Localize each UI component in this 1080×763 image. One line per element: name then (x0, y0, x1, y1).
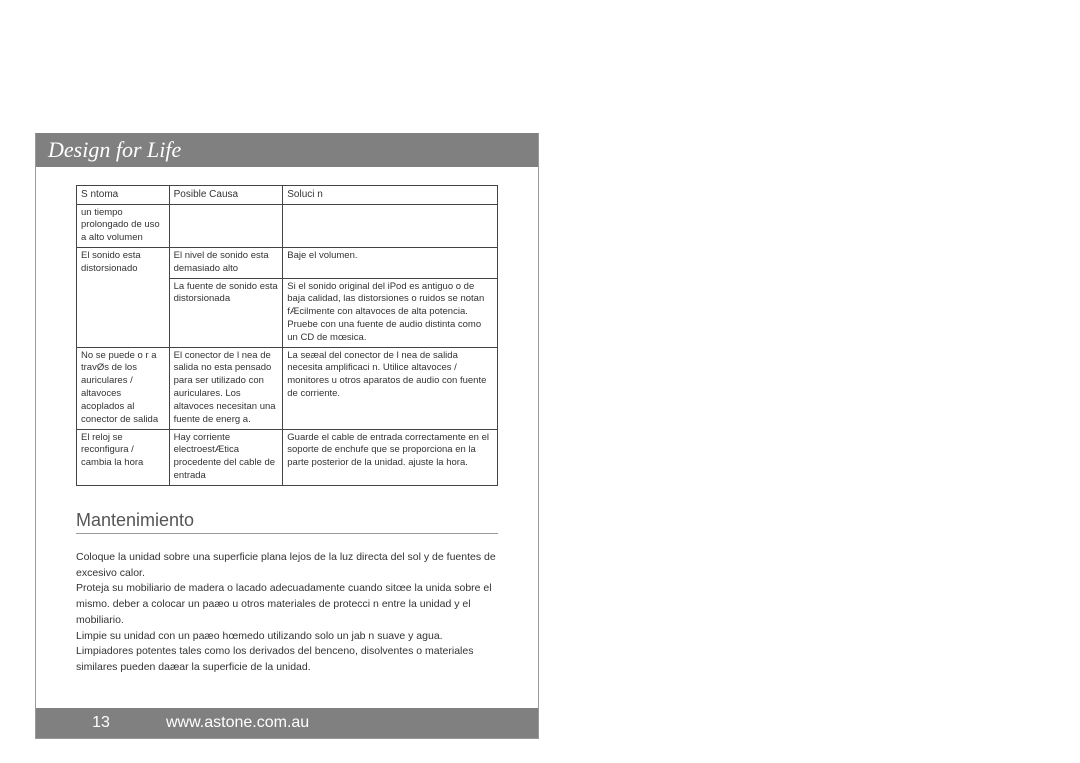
page-number: 13 (36, 714, 166, 732)
col-cause: Posible Causa (169, 186, 283, 205)
header-bar: Design for Life (36, 133, 538, 167)
page-content: S ntoma Posible Causa Soluci n un tiempo… (36, 167, 538, 690)
table-row: No se puede o r a travØs de los auricula… (77, 347, 498, 429)
tagline: Design for Life (48, 137, 181, 163)
manual-page: Design for Life S ntoma Posible Causa So… (35, 133, 539, 739)
table-row: El reloj se reconfigura / cambia la hora… (77, 429, 498, 485)
cell-cause (169, 204, 283, 247)
cell-symptom: un tiempo prolongado de uso a alto volum… (77, 204, 170, 247)
maintenance-text: Coloque la unidad sobre una superficie p… (76, 550, 498, 676)
troubleshooting-table: S ntoma Posible Causa Soluci n un tiempo… (76, 185, 498, 486)
cell-solution: La seæal del conector de l nea de salida… (283, 347, 498, 429)
section-title: Mantenimiento (76, 510, 498, 534)
cell-symptom: No se puede o r a travØs de los auricula… (77, 347, 170, 429)
cell-cause: El conector de l nea de salida no esta p… (169, 347, 283, 429)
cell-solution: Si el sonido original del iPod es antigu… (283, 278, 498, 347)
table-header-row: S ntoma Posible Causa Soluci n (77, 186, 498, 205)
footer-url: www.astone.com.au (166, 714, 309, 732)
maint-p1: Coloque la unidad sobre una superficie p… (76, 550, 498, 582)
cell-cause: El nivel de sonido esta demasiado alto (169, 247, 283, 278)
cell-cause: La fuente de sonido esta distorsionada (169, 278, 283, 347)
cell-symptom: El sonido esta distorsionado (77, 247, 170, 347)
cell-solution (283, 204, 498, 247)
cell-cause: Hay corriente electroestÆtica procedente… (169, 429, 283, 485)
cell-solution: Baje el volumen. (283, 247, 498, 278)
maint-p2: Proteja su mobiliario de madera o lacado… (76, 581, 498, 628)
table-row: un tiempo prolongado de uso a alto volum… (77, 204, 498, 247)
col-solution: Soluci n (283, 186, 498, 205)
maint-p3: Limpie su unidad con un paæo hœmedo util… (76, 629, 498, 676)
cell-solution: Guarde el cable de entrada correctamente… (283, 429, 498, 485)
col-symptom: S ntoma (77, 186, 170, 205)
cell-symptom: El reloj se reconfigura / cambia la hora (77, 429, 170, 485)
table-row: El sonido esta distorsionado El nivel de… (77, 247, 498, 278)
footer-bar: 13 www.astone.com.au (36, 708, 538, 738)
